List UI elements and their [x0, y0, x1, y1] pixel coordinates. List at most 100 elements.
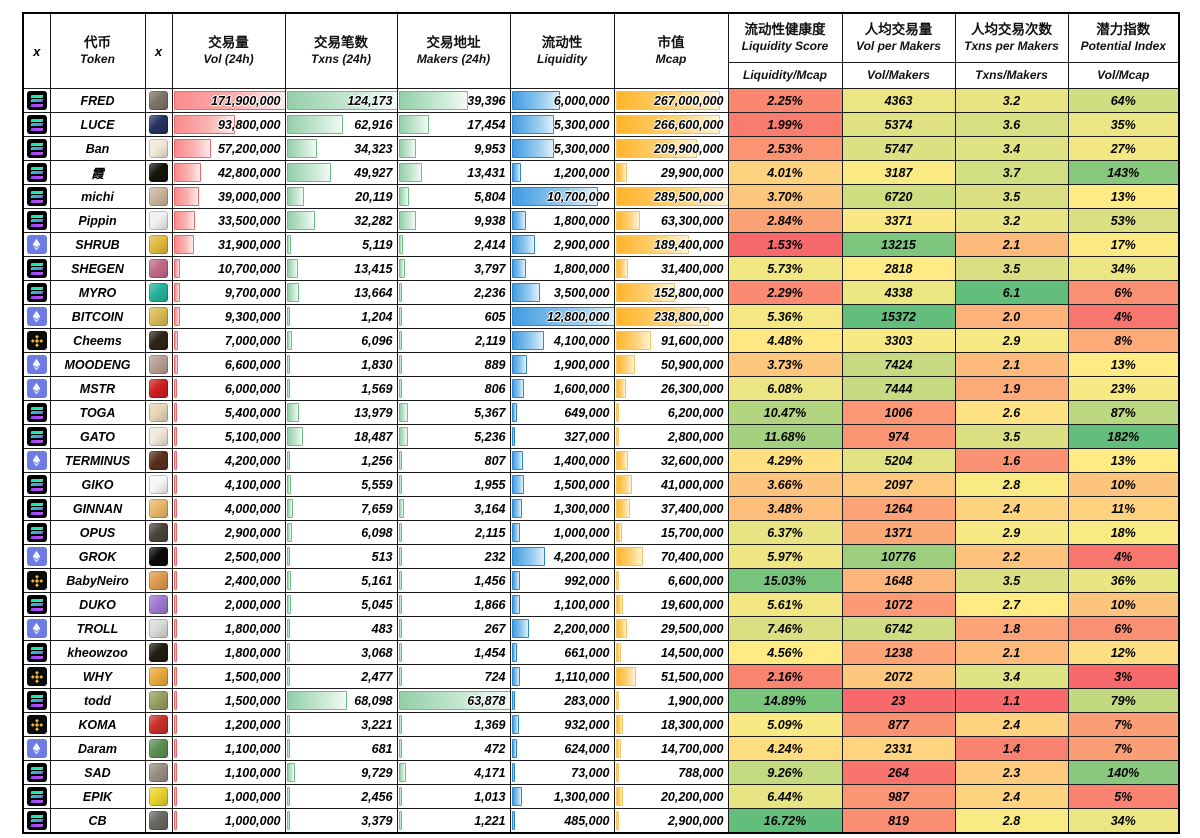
mcap-databar [615, 715, 623, 734]
chain-cell [22, 400, 51, 425]
chain-cell [22, 616, 51, 641]
makers-cell: 2,236 [396, 280, 511, 305]
potential-index-cell: 34% [1067, 256, 1180, 281]
txns-cell: 13,979 [284, 400, 398, 425]
mcap-value: 18,300,000 [660, 717, 724, 732]
bnb-chain-icon [26, 715, 47, 734]
makers-databar [398, 667, 402, 686]
token-avatar-icon [149, 451, 168, 470]
mcap-value: 29,500,000 [660, 621, 724, 636]
liquidity-label-zh: 流动性 [541, 35, 583, 51]
makers-value: 3,164 [474, 501, 506, 516]
vol-cell: 1,100,000 [171, 760, 286, 785]
liquidity-databar [511, 331, 545, 350]
makers-value: 5,804 [474, 189, 506, 204]
vol-cell: 9,300,000 [171, 304, 286, 329]
makers-value: 1,456 [474, 573, 506, 588]
liquidity-databar [511, 139, 555, 158]
liquidity-value: 327,000 [564, 429, 610, 444]
vol-databar [173, 811, 177, 830]
txns-per-makers-label-zh: 人均交易次数 [971, 22, 1052, 38]
liquidity-value: 1,200,000 [553, 165, 610, 180]
makers-databar [398, 211, 416, 230]
txns-value: 124,173 [347, 93, 393, 108]
txns-cell: 3,068 [284, 640, 398, 665]
makers-databar [398, 547, 402, 566]
potential-index-cell: 23% [1067, 376, 1180, 401]
liquidity-score-cell: 5.97% [727, 544, 843, 569]
col-header-vol: 交易量 Vol (24h) [171, 12, 286, 89]
table-row: BabyNeiro 2,400,000 5,161 1,456 992,000 … [22, 568, 1180, 593]
mcap-cell: 31,400,000 [613, 256, 729, 281]
mcap-databar [615, 787, 624, 806]
vol-cell: 5,400,000 [171, 400, 286, 425]
txns-cell: 1,204 [284, 304, 398, 329]
token-name: TERMINUS [49, 448, 146, 473]
token-avatar-icon [149, 115, 168, 134]
table-row: Cheems 7,000,000 6,096 2,119 4,100,000 9… [22, 328, 1180, 353]
token-avatar-icon [149, 355, 168, 374]
mcap-value: 32,600,000 [660, 453, 724, 468]
table-row: FRED 171,900,000 124,173 39,396 6,000,00… [22, 88, 1180, 113]
vol-databar [173, 571, 177, 590]
col-header-liquidity-score: 流动性健康度 Liquidity Score [727, 12, 843, 63]
txns-per-makers-cell: 3.7 [954, 160, 1069, 185]
mcap-value: 152,800,000 [653, 285, 724, 300]
mcap-databar [615, 355, 636, 374]
txns-cell: 513 [284, 544, 398, 569]
makers-databar [398, 571, 402, 590]
liquidity-databar [511, 643, 517, 662]
liquidity-cell: 4,200,000 [509, 544, 615, 569]
liquidity-value: 4,200,000 [553, 549, 610, 564]
mcap-databar [615, 547, 643, 566]
col-header-makers: 交易地址 Makers (24h) [396, 12, 511, 89]
table-row: OPUS 2,900,000 6,098 2,115 1,000,000 15,… [22, 520, 1180, 545]
liquidity-cell: 624,000 [509, 736, 615, 761]
txns-cell: 34,323 [284, 136, 398, 161]
txns-value: 6,098 [361, 525, 393, 540]
mcap-value: 2,800,000 [667, 429, 724, 444]
txns-per-makers-label-en: Txns per Makers [964, 38, 1059, 53]
table-row: GINNAN 4,000,000 7,659 3,164 1,300,000 3… [22, 496, 1180, 521]
icon-x-label: x [154, 43, 163, 59]
liquidity-score-cell: 1.99% [727, 112, 843, 137]
avatar-cell [144, 256, 173, 281]
mcap-databar [615, 523, 622, 542]
mcap-cell: 37,400,000 [613, 496, 729, 521]
makers-databar [398, 427, 408, 446]
txns-per-makers-cell: 2.2 [954, 544, 1069, 569]
liquidity-cell: 1,900,000 [509, 352, 615, 377]
makers-databar [398, 355, 402, 374]
liquidity-cell: 3,500,000 [509, 280, 615, 305]
vol-databar [173, 307, 180, 326]
avatar-cell [144, 616, 173, 641]
liquidity-databar [511, 283, 540, 302]
makers-databar [398, 283, 403, 302]
col-header-liquidity: 流动性 Liquidity [509, 12, 615, 89]
liquidity-value: 1,400,000 [553, 453, 610, 468]
liquidity-cell: 992,000 [509, 568, 615, 593]
makers-databar [398, 307, 402, 326]
liquidity-databar [511, 427, 515, 446]
avatar-cell [144, 544, 173, 569]
table-row: CB 1,000,000 3,379 1,221 485,000 2,900,0… [22, 808, 1180, 834]
vol-databar [173, 523, 177, 542]
vol-value: 2,000,000 [224, 597, 281, 612]
table-row: TROLL 1,800,000 483 267 2,200,000 29,500… [22, 616, 1180, 641]
liquidity-value: 2,200,000 [553, 621, 610, 636]
liquidity-databar [511, 115, 555, 134]
solana-chain-icon [26, 427, 47, 446]
token-avatar-icon [149, 331, 168, 350]
potential-label-en: Potential Index [1080, 38, 1166, 53]
mcap-label-zh: 市值 [657, 35, 685, 51]
makers-cell: 2,414 [396, 232, 511, 257]
txns-per-makers-cell: 2.4 [954, 496, 1069, 521]
mcap-value: 37,400,000 [660, 501, 724, 516]
vol-value: 6,000,000 [224, 381, 281, 396]
table-row: GROK 2,500,000 513 232 4,200,000 70,400,… [22, 544, 1180, 569]
makers-cell: 2,119 [396, 328, 511, 353]
txns-databar [286, 91, 396, 110]
makers-databar [398, 619, 402, 638]
liquidity-value: 1,800,000 [553, 213, 610, 228]
makers-databar [398, 235, 403, 254]
